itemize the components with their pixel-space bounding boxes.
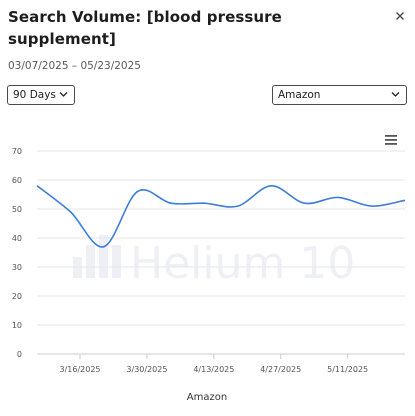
hamburger-menu-icon (385, 135, 397, 145)
y-tick-label: 60 (12, 176, 22, 185)
y-tick-label: 70 (12, 147, 22, 156)
chevron-down-icon (59, 92, 68, 97)
x-axis-label: Amazon (187, 392, 227, 403)
watermark: Helium 10 (73, 235, 355, 289)
search-volume-chart: Helium 10 0 10 20 30 40 50 60 70 3/16/2025 3/30/2… (0, 140, 415, 416)
y-tick-label: 50 (12, 205, 22, 214)
period-select[interactable]: 90 Days (7, 85, 75, 105)
y-tick-label: 0 (17, 350, 22, 359)
y-tick-label: 30 (12, 263, 22, 272)
series-line (36, 184, 406, 248)
date-range-label: 03/07/2025 – 05/23/2025 (8, 60, 141, 72)
x-tick-label: 5/11/2025 (327, 365, 368, 374)
close-button[interactable] (393, 9, 407, 23)
marketplace-select[interactable]: Amazon (272, 85, 407, 105)
y-tick-label: 20 (12, 292, 22, 301)
helium10-logo-icon (73, 235, 121, 278)
x-tick-label: 4/13/2025 (193, 365, 234, 374)
close-icon (396, 12, 404, 20)
y-tick-label: 40 (12, 234, 22, 243)
chevron-down-icon (391, 92, 400, 97)
x-tick-label: 3/16/2025 (59, 365, 100, 374)
chart-svg: Helium 10 0 10 20 30 40 50 60 70 3/16/2025 3/30/2… (12, 147, 406, 403)
y-tick-label: 10 (12, 321, 22, 330)
period-select-value: 90 Days (13, 89, 56, 101)
x-tick-label: 4/27/2025 (260, 365, 301, 374)
dialog-title: Search Volume: [blood pressure supplemen… (8, 8, 282, 48)
watermark-text: Helium 10 (130, 238, 355, 289)
x-tick-label: 3/30/2025 (126, 365, 167, 374)
chart-menu-button[interactable] (384, 133, 398, 145)
marketplace-select-value: Amazon (278, 89, 321, 101)
